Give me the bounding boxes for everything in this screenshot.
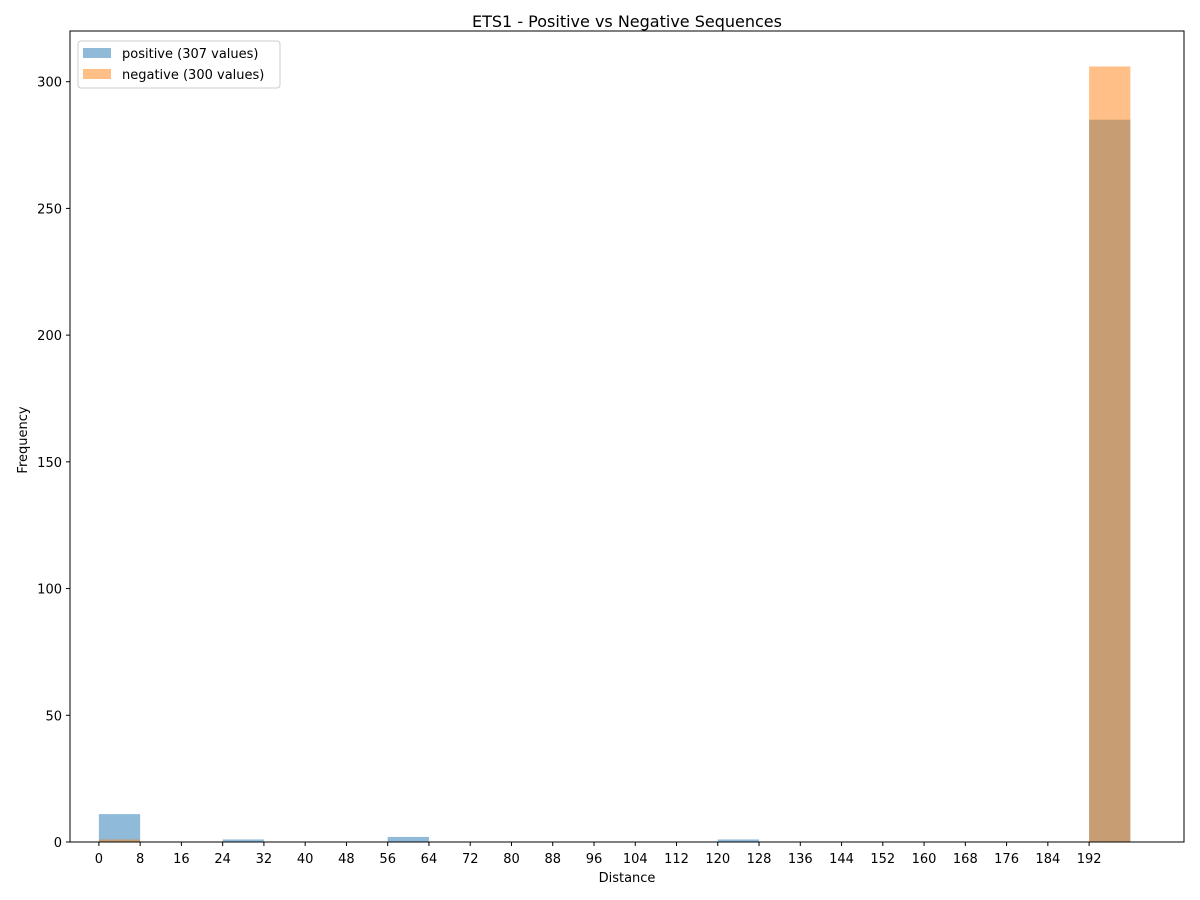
- x-tick-label: 24: [214, 852, 231, 867]
- legend-label-negative: negative (300 values): [122, 68, 264, 83]
- x-tick-label: 104: [623, 852, 648, 867]
- x-tick-label: 120: [705, 852, 730, 867]
- negative-bar-1: [1089, 66, 1131, 842]
- x-tick-label: 144: [829, 852, 854, 867]
- plot-frame: [69, 30, 1185, 843]
- x-tick-label: 40: [297, 852, 314, 867]
- x-tick-label: 160: [912, 852, 937, 867]
- x-tick-label: 48: [338, 852, 355, 867]
- x-tick-label: 128: [747, 852, 772, 867]
- legend-swatch-negative: [83, 69, 111, 79]
- positive-bar-2: [387, 836, 429, 842]
- x-tick-label: 72: [462, 852, 479, 867]
- x-tick-label: 88: [544, 852, 561, 867]
- positive-bar-3: [717, 839, 760, 842]
- y-tick-label: 100: [37, 583, 62, 598]
- y-tick-label: 150: [37, 456, 62, 471]
- y-axis: 0 50 100 150 200 250 300: [37, 76, 70, 851]
- bars-layer: [98, 66, 1131, 842]
- x-axis-label: Distance: [599, 871, 656, 886]
- x-tick-label: 184: [1035, 852, 1060, 867]
- negative-bar-0: [98, 839, 141, 842]
- y-tick-label: 250: [37, 202, 62, 217]
- y-tick-label: 200: [37, 329, 62, 344]
- x-tick-label: 64: [421, 852, 438, 867]
- x-axis: 0 8 16 24 32 40 48 56 64 72 80 88 96 104 112 120 128 136 1…: [95, 842, 1102, 867]
- x-tick-label: 0: [95, 852, 103, 867]
- x-tick-label: 16: [173, 852, 190, 867]
- x-tick-label: 80: [503, 852, 520, 867]
- x-tick-label: 8: [136, 852, 144, 867]
- legend: positive (307 values) negative (300 valu…: [77, 40, 281, 89]
- x-tick-label: 32: [256, 852, 273, 867]
- x-tick-label: 152: [870, 852, 895, 867]
- x-tick-label: 96: [586, 852, 603, 867]
- positive-bar-0: [98, 814, 141, 842]
- positive-bar-1: [222, 839, 264, 842]
- y-axis-label: Frequency: [16, 406, 31, 473]
- x-tick-label: 136: [788, 852, 813, 867]
- x-tick-label: 176: [994, 852, 1019, 867]
- legend-label-positive: positive (307 values): [122, 47, 259, 62]
- y-tick-label: 300: [37, 76, 62, 91]
- chart-title: ETS1 - Positive vs Negative Sequences: [472, 12, 782, 31]
- legend-box: [77, 40, 281, 89]
- x-tick-label: 192: [1077, 852, 1102, 867]
- x-tick-label: 56: [379, 852, 396, 867]
- x-tick-label: 168: [953, 852, 978, 867]
- x-tick-label: 112: [664, 852, 689, 867]
- y-tick-label: 0: [54, 836, 62, 851]
- y-tick-label: 50: [45, 709, 62, 724]
- legend-swatch-positive: [83, 48, 111, 58]
